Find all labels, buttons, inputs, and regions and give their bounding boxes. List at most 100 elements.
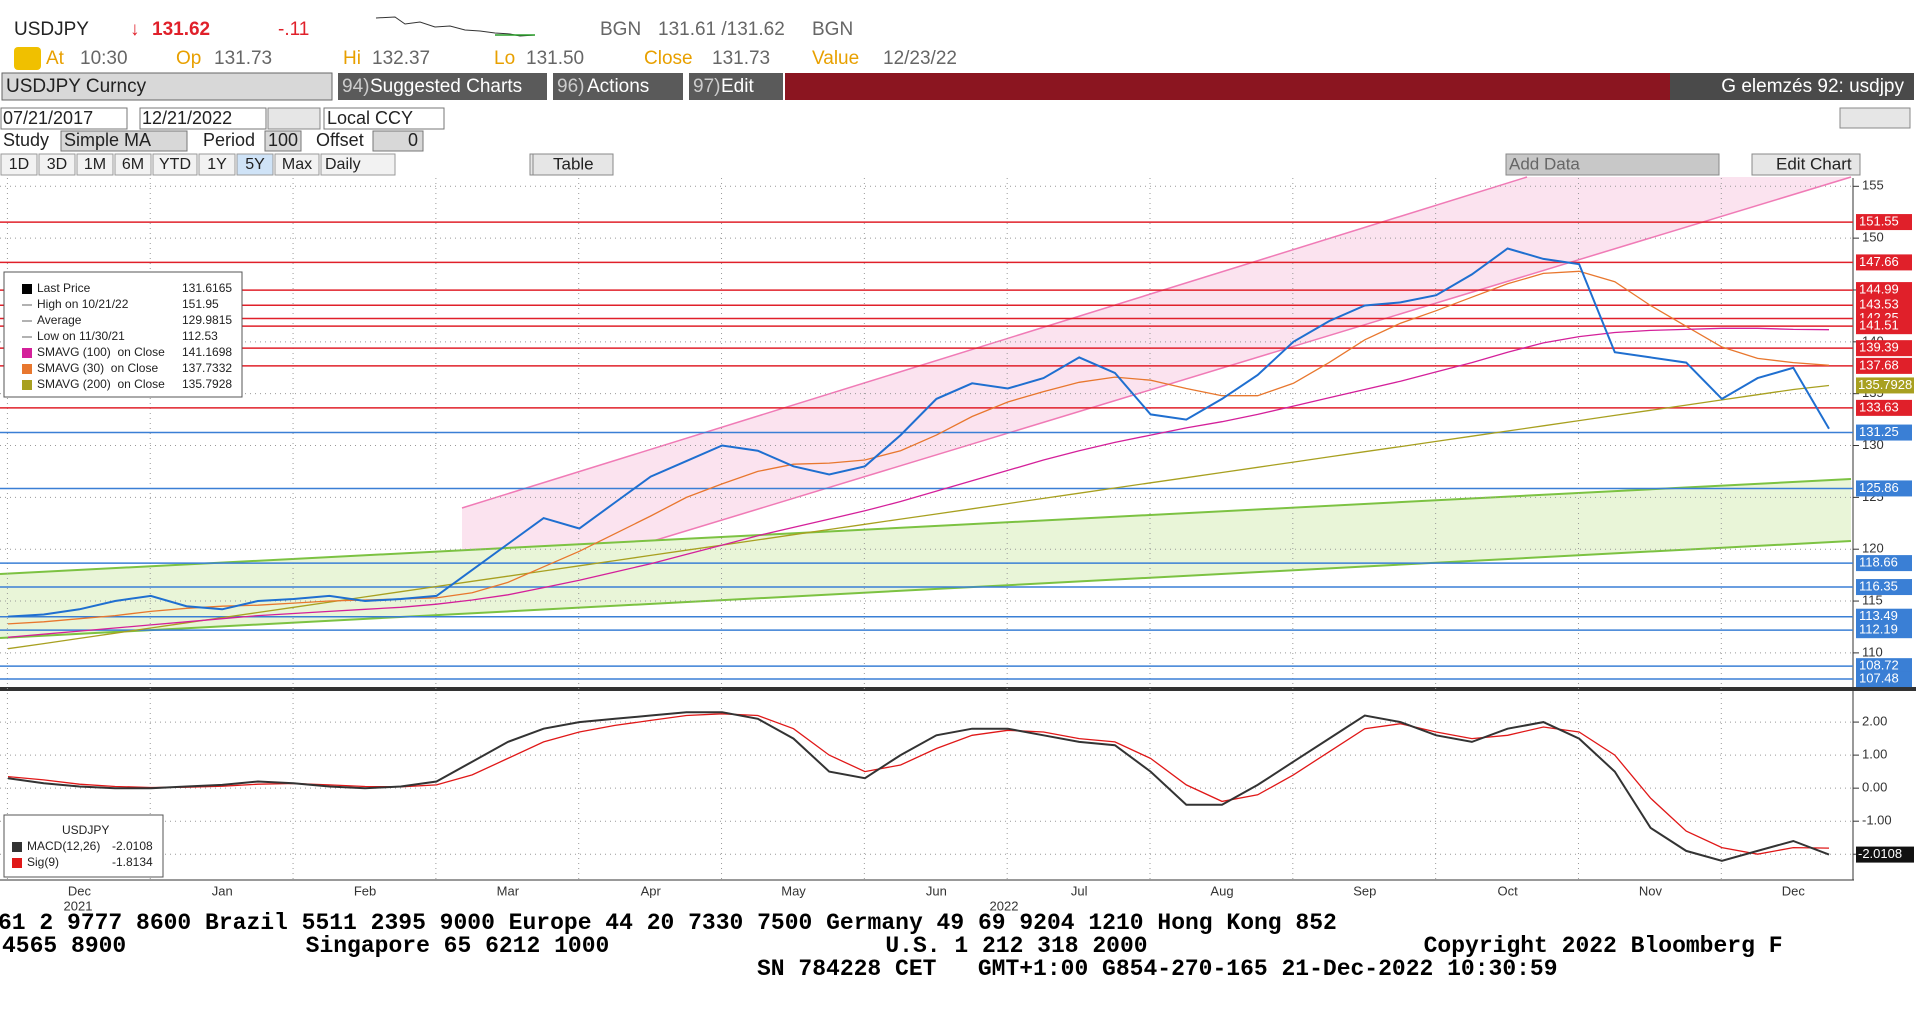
legend-label: Low on 11/30/21 [37, 329, 125, 343]
legend-swatch [22, 348, 32, 358]
range-button[interactable] [274, 153, 320, 176]
label: Lo [494, 48, 515, 69]
y-tick-label: 1.00 [1862, 747, 1887, 762]
legend-value: 135.7928 [182, 377, 232, 391]
range-button[interactable] [114, 153, 152, 176]
level-tag [1856, 318, 1912, 335]
label: At [46, 48, 65, 69]
x-tick-label: Mar [497, 883, 520, 898]
button-label: Actions [587, 76, 649, 97]
range-label: 6M [122, 156, 144, 173]
series-line [7, 384, 1830, 650]
legend-swatch [22, 380, 32, 390]
x-tick-label: Dec [1782, 883, 1806, 898]
series-line [7, 327, 1830, 638]
level-tag-label: 112.19 [1859, 622, 1898, 637]
level-tag-label: 118.66 [1859, 555, 1898, 570]
date-input[interactable] [0, 107, 128, 130]
bid-ask: 131.61 /131.62 [658, 19, 785, 40]
series-line [7, 270, 1830, 625]
button[interactable] [338, 73, 547, 100]
ticker-tape: 61 2 9777 8600 Brazil 5511 2395 9000 Eur… [0, 910, 1783, 982]
range-button[interactable] [152, 153, 198, 176]
study-select[interactable] [60, 130, 188, 152]
range-label: YTD [159, 156, 191, 173]
charts: 110115120125130135140145150155DecJanFebM… [0, 178, 1914, 913]
level-tag [1856, 671, 1912, 688]
legend-label: High on 10/21/22 [37, 297, 129, 311]
arrow: ↓ [130, 19, 140, 40]
series-line [7, 713, 1830, 855]
button[interactable] [553, 73, 683, 100]
y-tick-label: 115 [1862, 592, 1883, 607]
add-data-input[interactable] [1505, 153, 1720, 176]
offset: 0 [408, 130, 418, 150]
range-buttons: 1D 3D 1M 6M YTD 1Y 5Y Max Daily [0, 153, 396, 176]
undo-redo[interactable] [1839, 107, 1911, 129]
price: 131.62 [152, 19, 210, 40]
button-label: Suggested Charts [370, 76, 522, 97]
offset-input[interactable] [372, 130, 424, 152]
y-tick-label: 150 [1862, 230, 1884, 245]
range-label: 5Y [245, 156, 265, 173]
currency-select[interactable] [323, 107, 445, 130]
channel-line [0, 540, 1852, 639]
legend-value: 112.53 [182, 329, 218, 343]
study: Simple MA [64, 130, 151, 150]
value: 132.37 [372, 48, 430, 69]
value: 131.50 [526, 48, 584, 69]
table-button[interactable] [532, 153, 614, 176]
title-bar [785, 73, 1670, 100]
range-button[interactable] [38, 153, 76, 176]
range-button[interactable] [198, 153, 236, 176]
currency: Local CCY [327, 108, 413, 128]
security-input[interactable] [1, 72, 333, 101]
legend-swatch [12, 858, 22, 868]
period-input[interactable] [264, 130, 302, 152]
date-input[interactable] [139, 107, 267, 130]
legend-swatch [22, 284, 32, 294]
y-tick-label: 110 [1862, 644, 1883, 659]
legend-value: -1.8134 [112, 855, 153, 869]
label: Close [644, 48, 693, 69]
value-tag [1856, 846, 1914, 863]
add-data: Add Data [1509, 154, 1580, 173]
legend-value: 129.9815 [182, 313, 232, 327]
button-num: 97) [693, 76, 720, 97]
edit-chart-button[interactable] [1751, 153, 1861, 176]
y-tick-label: 120 [1862, 541, 1884, 556]
tape-line: 4565 8900 Singapore 65 6212 1000 U.S. 1 … [2, 933, 1783, 959]
legend-label: SMAVG (30) on Close [37, 361, 158, 375]
level-tag [1856, 340, 1912, 357]
source: BGN [812, 19, 853, 40]
value-tag-label: 135.7928 [1858, 377, 1912, 392]
level-tag [1856, 399, 1912, 416]
range-button[interactable] [0, 153, 38, 176]
range-button[interactable] [76, 153, 114, 176]
level-tag [1856, 424, 1912, 441]
level-tag [1856, 357, 1912, 374]
label: Study [3, 130, 49, 150]
alert-icon[interactable] [14, 47, 41, 70]
legend-label: Average [37, 313, 82, 327]
level-tag [1856, 254, 1912, 271]
legend-items: Last Price 131.6165 High on 10/21/22 151.95… [12, 281, 232, 869]
y-tick-label: 130 [1862, 437, 1884, 452]
value-tag [1856, 377, 1914, 394]
level-tag [1856, 622, 1912, 639]
x-tick-label: Jul [1071, 883, 1088, 898]
x-tick-label: Jan [212, 883, 233, 898]
range-button[interactable] [236, 153, 274, 176]
series-line [7, 711, 1830, 862]
level-tag [1856, 297, 1912, 314]
level-tag-label: 125.86 [1859, 480, 1899, 495]
frequency-select[interactable] [320, 153, 396, 176]
nav-buttons[interactable] [267, 107, 321, 130]
level-tag [1856, 214, 1912, 231]
legend-value: 137.7332 [182, 361, 232, 375]
button[interactable] [689, 73, 783, 100]
label: Op [176, 48, 201, 69]
channel-line [461, 176, 1528, 509]
legend-label: MACD(12,26) [27, 839, 100, 853]
